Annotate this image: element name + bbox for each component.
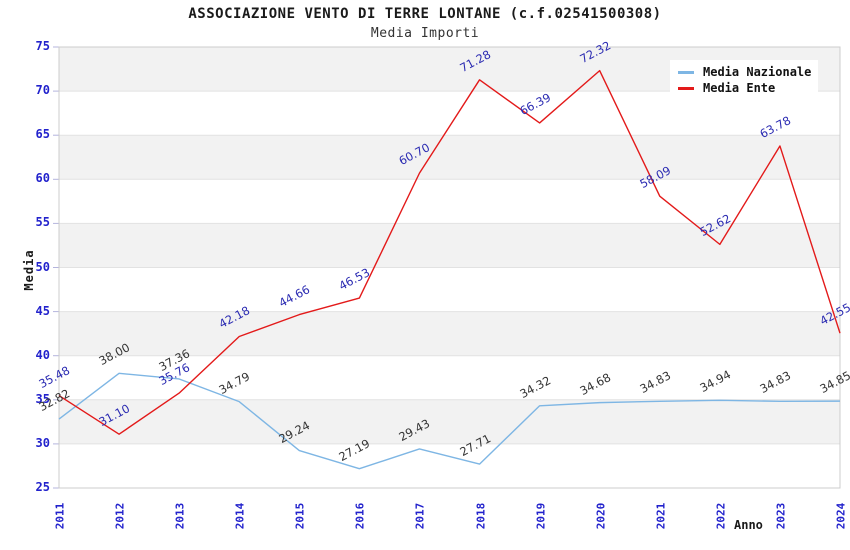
y-tick-label: 60 — [35, 171, 50, 186]
y-tick-label: 30 — [35, 435, 50, 450]
y-tick-label: 25 — [35, 480, 50, 494]
x-tick-label: 2012 — [113, 502, 127, 530]
legend: Media Nazionale Media Ente — [670, 60, 818, 101]
x-tick-label: 2014 — [233, 502, 247, 530]
legend-item-media-nazionale: Media Nazionale — [678, 64, 812, 80]
x-tick-label: 2021 — [654, 502, 668, 530]
chart-title: ASSOCIAZIONE VENTO DI TERRE LONTANE (c.f… — [188, 6, 662, 22]
x-tick-label: 2011 — [53, 502, 67, 530]
x-tick-label: 2016 — [353, 502, 367, 530]
nazionale-line-swatch-icon — [678, 70, 694, 74]
x-tick-label: 2022 — [714, 502, 728, 530]
y-tick-label: 40 — [35, 347, 50, 362]
legend-item-media-ente: Media Ente — [678, 80, 810, 96]
x-tick-label: 2018 — [474, 502, 488, 530]
y-tick-label: 75 — [35, 39, 50, 53]
x-tick-label: 2019 — [534, 502, 548, 530]
y-tick-label: 50 — [35, 259, 50, 274]
x-tick-label: 2020 — [594, 502, 608, 530]
x-tick-label: 2024 — [834, 502, 848, 530]
x-tick-label: 2015 — [293, 502, 307, 530]
x-tick-label: 2023 — [774, 502, 788, 530]
y-tick-label: 70 — [35, 83, 50, 98]
legend-label-media-ente: Media Ente — [703, 81, 776, 95]
y-tick-label: 55 — [35, 215, 50, 230]
x-tick-label: 2017 — [413, 502, 427, 530]
chart-subtitle: Media Importi — [370, 26, 480, 41]
ente-line-swatch-icon — [678, 86, 694, 90]
legend-label-media-nazionale: Media Nazionale — [703, 65, 812, 79]
y-tick-label: 65 — [35, 127, 50, 142]
x-axis-title: Anno — [734, 518, 763, 532]
x-tick-label: 2013 — [173, 502, 187, 530]
y-tick-label: 45 — [35, 303, 50, 318]
y-tick-label: 35 — [35, 391, 50, 406]
